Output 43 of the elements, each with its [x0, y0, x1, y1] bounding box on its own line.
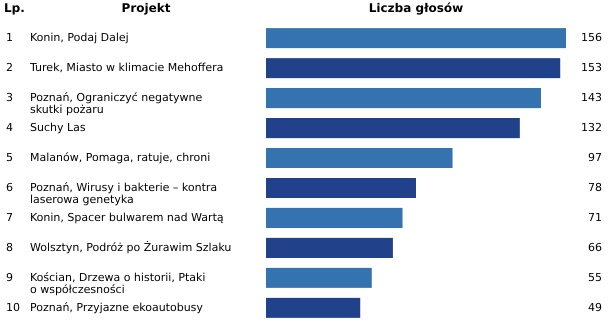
text: 5 [6, 151, 13, 164]
data-label: 156 [581, 31, 602, 44]
text: 9 [6, 271, 13, 284]
bar [266, 148, 453, 168]
text: 8 [6, 241, 13, 254]
bar [266, 118, 520, 138]
y-tick-label: Konin, Spacer bulwarem nad Wartą [30, 211, 224, 224]
data-label: 71 [588, 211, 602, 224]
y-tick-label: Suchy Las [30, 121, 86, 134]
y-axis-title: Projekt [122, 1, 171, 15]
bar [266, 88, 541, 108]
text: Lp. [4, 1, 25, 15]
y-tick-label: Wolsztyn, Podróż po Żurawim Szlaku [30, 240, 232, 254]
bar [266, 208, 403, 228]
data-label: 55 [588, 271, 602, 284]
text: 3 [6, 91, 13, 104]
text: 7 [6, 211, 13, 224]
y-tick-label: Poznań, Przyjazne ekoautobusy [30, 301, 204, 314]
bar [266, 268, 372, 288]
bar [266, 28, 566, 48]
data-label: 132 [581, 121, 602, 134]
y-tick-label: Malanów, Pomaga, ratuje, chroni [30, 151, 210, 164]
bar [266, 238, 393, 258]
y-tick-label: Kościan, Drzewa o historii, Ptaki o współczesności [30, 271, 206, 296]
data-label: 49 [588, 301, 602, 314]
text: 1 [6, 31, 13, 44]
data-label: 143 [581, 91, 602, 104]
data-label: 78 [588, 181, 602, 194]
text: 10 [6, 301, 20, 314]
text: 6 [6, 181, 13, 194]
data-label: 153 [581, 61, 602, 74]
y-tick-label: Poznań, Wirusy i bakterie – kontra laserowa genetyka [30, 181, 218, 206]
data-label: 97 [588, 151, 602, 164]
y-tick-label: Konin, Podaj Dalej [30, 31, 129, 44]
text: 2 [6, 61, 13, 74]
y-tick-label: Poznań, Ograniczyć negatywne skutki pożaru [30, 91, 202, 116]
x-axis-title: Liczba głosów [368, 1, 464, 15]
bar [266, 58, 560, 78]
bar [266, 298, 360, 318]
y-tick-label: Turek, Miasto w klimacie Mehoffera [29, 61, 224, 74]
bar [266, 178, 416, 198]
data-label: 66 [588, 241, 602, 254]
text: 4 [6, 121, 13, 134]
